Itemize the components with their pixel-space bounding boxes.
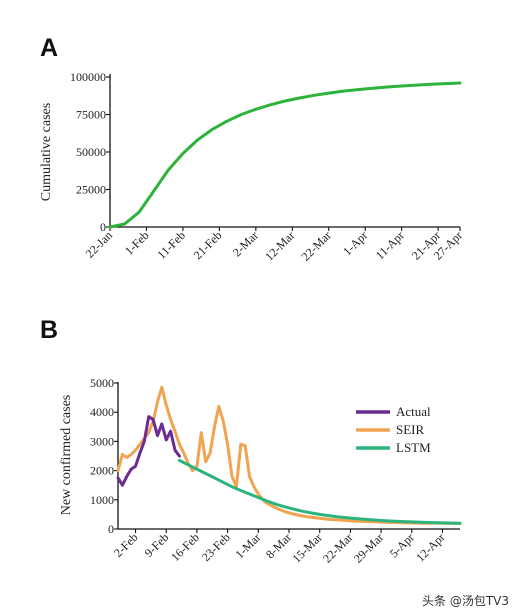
legend-label-actual: Actual (396, 404, 431, 419)
y-tick-label: 5000 (90, 376, 114, 390)
x-tick-label: 1-Apr (340, 228, 370, 258)
y-tick-label: 50000 (76, 145, 106, 159)
x-tick-label: 29-Mar (351, 530, 386, 565)
series-line-actual (116, 415, 181, 487)
x-tick-label: 1-Mar (232, 530, 263, 561)
x-tick-label: 12-Mar (262, 228, 297, 263)
panel-a-x-ticks: 22-Jan 1-Feb 11-Feb 21-Feb 2-Mar 12-Mar 22-Mar… (83, 227, 465, 264)
x-tick-label: 12-Apr (413, 530, 447, 564)
legend-label-seir: SEIR (396, 422, 425, 437)
x-tick-label: 9-Feb (142, 530, 172, 560)
y-tick-label: 3000 (90, 434, 114, 448)
panel-b: B New confirmed cases 0 1000 2000 3000 4000 5… (40, 316, 462, 566)
x-tick-label: 5-Apr (387, 530, 417, 560)
x-tick-label: 23-Feb (199, 530, 233, 564)
x-tick-label: 16-Feb (168, 530, 202, 564)
panel-b-ylabel: New confirmed cases (59, 395, 74, 516)
panel-b-series (116, 385, 462, 525)
x-tick-label: 22-Mar (320, 530, 355, 565)
y-tick-label: 0 (100, 220, 106, 234)
panel-b-letter: B (40, 316, 58, 344)
panel-b-legend: Actual SEIR LSTM (356, 404, 431, 455)
x-tick-label: 2-Mar (230, 228, 261, 259)
x-tick-label: 11-Apr (373, 228, 407, 262)
y-tick-label: 4000 (90, 405, 114, 419)
panel-a-ylabel: Cumulative cases (39, 103, 54, 201)
y-tick-label: 2000 (90, 464, 114, 478)
legend-label-lstm: LSTM (396, 440, 431, 455)
y-tick-label: 75000 (76, 108, 106, 122)
y-tick-label: 0 (108, 522, 114, 536)
x-tick-label: 2-Feb (111, 530, 141, 560)
x-tick-label: 22-Mar (299, 228, 334, 263)
series-line-seir (116, 385, 462, 525)
y-tick-label: 1000 (90, 493, 114, 507)
panel-a-series (108, 81, 462, 229)
x-tick-label: 21-Feb (191, 228, 225, 262)
watermark-text: 头条 @汤包TV3 (422, 594, 509, 608)
series-line-lstm (177, 458, 462, 525)
panel-a-letter: A (40, 34, 58, 62)
y-tick-label: 100000 (70, 70, 106, 84)
panel-b-y-ticks: 0 1000 2000 3000 4000 5000 (90, 376, 118, 536)
series-line (108, 81, 462, 229)
x-tick-label: 11-Feb (154, 228, 188, 262)
x-tick-label: 15-Mar (289, 530, 324, 565)
panel-a-y-ticks: 0 25000 50000 75000 100000 (70, 70, 110, 234)
x-tick-label: 22-Jan (83, 228, 116, 261)
y-tick-label: 25000 (76, 183, 106, 197)
panel-a: A Cumulative cases 0 25000 50000 75000 10000… (39, 34, 465, 264)
x-tick-label: 1-Feb (122, 228, 152, 258)
